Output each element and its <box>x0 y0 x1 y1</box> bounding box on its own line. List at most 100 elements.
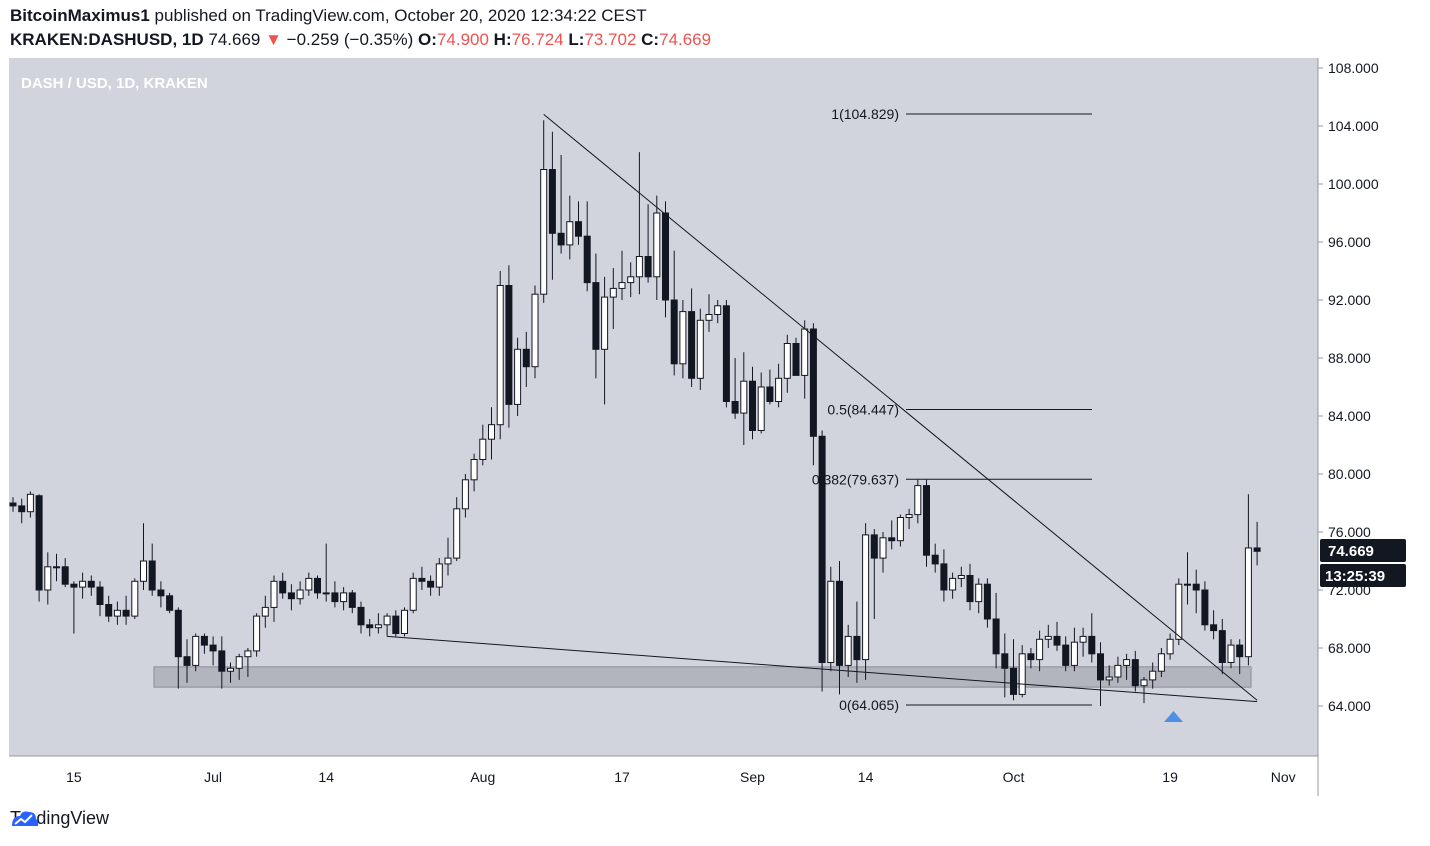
candle[interactable] <box>983 578 991 628</box>
candle[interactable] <box>566 195 574 260</box>
candle[interactable] <box>1175 578 1183 646</box>
candle[interactable] <box>992 592 1000 669</box>
candle[interactable] <box>1166 633 1174 660</box>
candle[interactable] <box>157 581 165 608</box>
candle[interactable] <box>200 633 208 654</box>
candle[interactable] <box>374 613 382 634</box>
candle[interactable] <box>18 498 26 524</box>
candle[interactable] <box>1192 569 1200 614</box>
fib-level[interactable]: 0.382(79.637) <box>812 471 1092 487</box>
candle[interactable] <box>514 337 522 416</box>
candle[interactable] <box>305 572 313 596</box>
candle[interactable] <box>1088 613 1096 663</box>
candle[interactable] <box>488 407 495 460</box>
chart-frame[interactable]: 1(104.829) 0.5(84.447) 0.382(79.637) 0(64.0… <box>9 58 1421 796</box>
candle[interactable] <box>479 424 487 466</box>
candle[interactable] <box>1210 610 1218 640</box>
chart-svg[interactable]: 1(104.829) 0.5(84.447) 0.382(79.637) 0(64.0… <box>9 58 1421 796</box>
candle[interactable] <box>44 552 52 605</box>
candle[interactable] <box>87 575 95 596</box>
candle[interactable] <box>670 250 678 376</box>
candle[interactable] <box>923 479 930 567</box>
candle[interactable] <box>757 372 765 434</box>
candle[interactable] <box>322 543 330 602</box>
candle[interactable] <box>1010 639 1017 701</box>
candle[interactable] <box>1201 581 1209 631</box>
candle[interactable] <box>61 558 69 588</box>
candle[interactable] <box>688 288 696 387</box>
candle[interactable] <box>1184 552 1191 605</box>
candle[interactable] <box>888 520 896 550</box>
candle[interactable] <box>96 581 104 617</box>
candle[interactable] <box>531 285 539 379</box>
candle[interactable] <box>644 204 652 283</box>
candle[interactable] <box>1036 630 1044 672</box>
candle[interactable] <box>740 352 748 445</box>
candle[interactable] <box>1070 627 1078 672</box>
candle[interactable] <box>148 543 156 596</box>
candle[interactable] <box>9 497 17 512</box>
candle[interactable] <box>435 558 443 596</box>
candle[interactable] <box>792 337 800 376</box>
candle[interactable] <box>836 561 843 695</box>
candle[interactable] <box>592 253 600 379</box>
candle[interactable] <box>975 578 983 614</box>
candle[interactable] <box>427 575 435 596</box>
author-name[interactable]: BitcoinMaximus1 <box>10 6 150 25</box>
candle[interactable] <box>705 294 713 332</box>
candle[interactable] <box>957 566 965 588</box>
candle[interactable] <box>853 601 861 683</box>
candle[interactable] <box>279 572 287 599</box>
candle[interactable] <box>1227 639 1235 669</box>
candle[interactable] <box>357 601 365 634</box>
candle[interactable] <box>775 363 783 408</box>
candle[interactable] <box>183 639 191 683</box>
support-zone[interactable] <box>153 666 1252 688</box>
candle[interactable] <box>870 529 878 619</box>
fib-level[interactable]: 1(104.829) <box>831 106 1092 122</box>
candle[interactable] <box>809 323 817 466</box>
candle[interactable] <box>348 590 356 614</box>
candle[interactable] <box>783 334 791 393</box>
candle[interactable] <box>366 619 374 637</box>
candle[interactable] <box>401 607 408 637</box>
candle[interactable] <box>1236 639 1244 675</box>
candle[interactable] <box>609 268 617 329</box>
candle[interactable] <box>1105 665 1113 686</box>
candle[interactable] <box>662 201 669 318</box>
candle[interactable] <box>879 532 887 573</box>
candle[interactable] <box>548 131 556 280</box>
candle[interactable] <box>287 584 295 611</box>
candle[interactable] <box>601 276 609 405</box>
candle[interactable] <box>113 601 121 625</box>
candle[interactable] <box>453 497 461 561</box>
candle[interactable] <box>618 250 626 300</box>
candle[interactable] <box>1131 650 1139 692</box>
candle[interactable] <box>470 453 478 492</box>
candle[interactable] <box>827 566 835 672</box>
candle[interactable] <box>1123 653 1131 680</box>
candle[interactable] <box>1244 494 1252 666</box>
candle[interactable] <box>1218 619 1226 675</box>
candle[interactable] <box>1079 627 1087 657</box>
candle[interactable] <box>540 120 548 303</box>
candle[interactable] <box>331 581 339 608</box>
candle[interactable] <box>1001 633 1009 698</box>
candle[interactable] <box>218 636 226 689</box>
candle[interactable] <box>949 572 957 599</box>
candle[interactable] <box>1149 662 1157 689</box>
candle[interactable] <box>905 508 913 530</box>
candle[interactable] <box>1044 624 1052 648</box>
candle[interactable] <box>731 358 739 419</box>
candle[interactable] <box>940 549 948 602</box>
candle[interactable] <box>862 523 870 680</box>
candle[interactable] <box>635 152 643 295</box>
candle[interactable] <box>53 553 60 582</box>
candle[interactable] <box>844 624 852 677</box>
candle[interactable] <box>966 563 974 611</box>
candle[interactable] <box>261 595 269 628</box>
candle[interactable] <box>583 201 591 292</box>
fib-level[interactable]: 0.5(84.447) <box>827 402 1092 418</box>
candle[interactable] <box>1027 648 1035 669</box>
candle[interactable] <box>26 491 34 518</box>
